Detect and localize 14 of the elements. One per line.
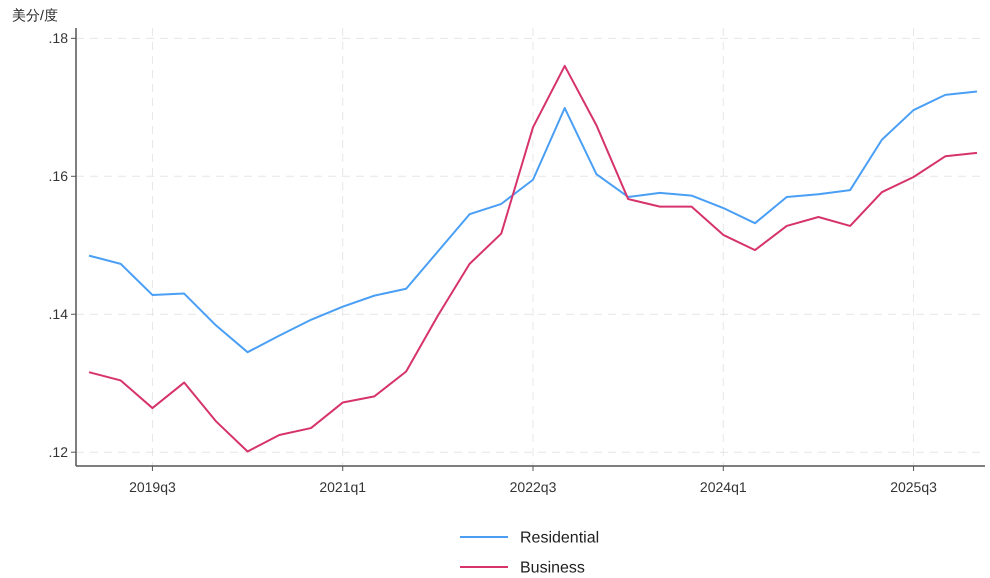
x-tick-label: 2024q1 — [700, 479, 747, 495]
x-tick-label: 2025q3 — [890, 479, 938, 495]
line-series — [88, 64, 978, 453]
y-axis-title: 美分/度 — [12, 7, 58, 23]
x-tick-label: 2019q3 — [129, 479, 176, 495]
y-tick-label: .16 — [48, 168, 68, 184]
line-series — [88, 90, 978, 354]
y-tick-label: .18 — [48, 30, 68, 46]
legend-label: Business — [520, 560, 585, 577]
y-tick-label: .14 — [48, 306, 68, 322]
x-tick-label: 2022q3 — [510, 479, 557, 495]
y-tick-label: .12 — [48, 444, 68, 460]
x-tick-label: 2021q1 — [319, 479, 366, 495]
legend-label: Residential — [520, 530, 600, 547]
